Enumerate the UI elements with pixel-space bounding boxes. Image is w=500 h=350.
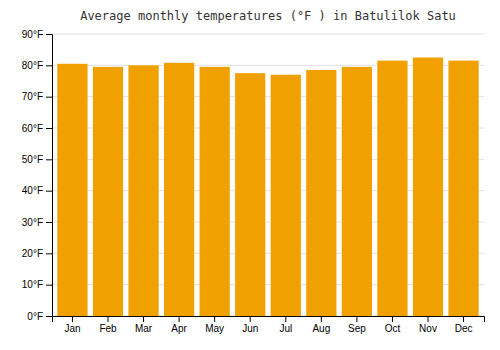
tick-label: May — [205, 323, 224, 334]
bar — [200, 67, 230, 316]
tick-label: 30°F — [22, 217, 43, 228]
tick-label: Sep — [348, 323, 366, 334]
tick-mark — [428, 316, 429, 322]
tick-label: 0°F — [27, 311, 43, 322]
tick: 40°F — [22, 185, 52, 196]
tick-label: Apr — [171, 323, 187, 334]
tick-label: Aug — [312, 323, 330, 334]
tick: 20°F — [22, 248, 52, 259]
tick: Nov — [419, 316, 437, 334]
tick-mark — [46, 285, 52, 286]
tick-label: 40°F — [22, 185, 43, 196]
grid — [52, 34, 484, 316]
tick: Oct — [385, 316, 401, 334]
tick-label: Jan — [64, 323, 80, 334]
tick-mark — [463, 316, 464, 322]
tick: Aug — [312, 316, 330, 334]
tick: 10°F — [22, 279, 52, 290]
axis-line — [53, 317, 485, 323]
tick-label: 60°F — [22, 123, 43, 134]
bar — [164, 63, 194, 316]
tick-label: 80°F — [22, 60, 43, 71]
bar — [377, 61, 407, 316]
tick-mark — [46, 34, 52, 35]
tick-label: Mar — [135, 323, 153, 334]
tick-mark — [321, 316, 322, 322]
title: Average monthly temperatures (°F ) in Ba… — [80, 9, 456, 23]
tick: Sep — [348, 316, 366, 334]
tick: 30°F — [22, 217, 52, 228]
tick-label: Oct — [385, 323, 401, 334]
bar — [413, 58, 443, 317]
tick: 50°F — [22, 154, 52, 165]
tick: Dec — [455, 316, 473, 334]
tick-label: Feb — [99, 323, 117, 334]
bar — [342, 67, 372, 316]
tick-mark — [392, 316, 393, 322]
tick-mark — [72, 316, 73, 322]
bars — [57, 58, 478, 317]
tick-mark — [46, 97, 52, 98]
tick-label: 10°F — [22, 279, 43, 290]
tick-mark — [46, 65, 52, 66]
tick-mark — [46, 253, 52, 254]
tick: Jan — [64, 316, 80, 334]
tick-label: Nov — [419, 323, 437, 334]
tick: May — [205, 316, 224, 334]
x-axis: Jan Feb Mar Apr May Jun Jul Aug Sep Oct Nov Dec — [53, 316, 485, 334]
tick-mark — [46, 222, 52, 223]
tick-mark — [250, 316, 251, 322]
tick-mark — [356, 316, 357, 322]
tick-mark — [214, 316, 215, 322]
grid-line — [52, 34, 484, 35]
tick-label: Jun — [242, 323, 258, 334]
bar — [93, 67, 123, 316]
y-axis: 0°F 10°F 20°F 30°F 40°F 50°F 60°F 70°F 80°F 90°F — [22, 29, 53, 322]
tick-mark — [108, 316, 109, 322]
bar — [271, 75, 301, 316]
axis-line — [46, 35, 53, 317]
tick: Mar — [135, 316, 153, 334]
tick-mark — [285, 316, 286, 322]
tick-label: 90°F — [22, 29, 43, 40]
tick: 60°F — [22, 123, 52, 134]
tick-label: Jul — [279, 323, 292, 334]
bar — [57, 64, 87, 316]
tick-label: Dec — [455, 323, 473, 334]
tick-mark — [143, 316, 144, 322]
tick: Jun — [242, 316, 258, 334]
tick: 80°F — [22, 60, 52, 71]
tick: 70°F — [22, 91, 52, 102]
tick: Feb — [99, 316, 117, 334]
bar — [306, 70, 336, 316]
tick-label: 20°F — [22, 248, 43, 259]
bar — [235, 73, 265, 316]
tick: Jul — [279, 316, 292, 334]
tick: 90°F — [22, 29, 52, 40]
tick-label: 70°F — [22, 91, 43, 102]
tick-mark — [179, 316, 180, 322]
bar — [128, 65, 158, 316]
tick-label: 50°F — [22, 154, 43, 165]
tick-mark — [46, 316, 52, 317]
tick-mark — [46, 128, 52, 129]
tick: Apr — [171, 316, 187, 334]
chart: 0°F 10°F 20°F 30°F 40°F 50°F 60°F 70°F 80°F 90°F J… — [0, 0, 500, 350]
bar — [448, 61, 478, 316]
tick: 0°F — [27, 311, 52, 322]
tick-mark — [46, 191, 52, 192]
tick-mark — [46, 159, 52, 160]
